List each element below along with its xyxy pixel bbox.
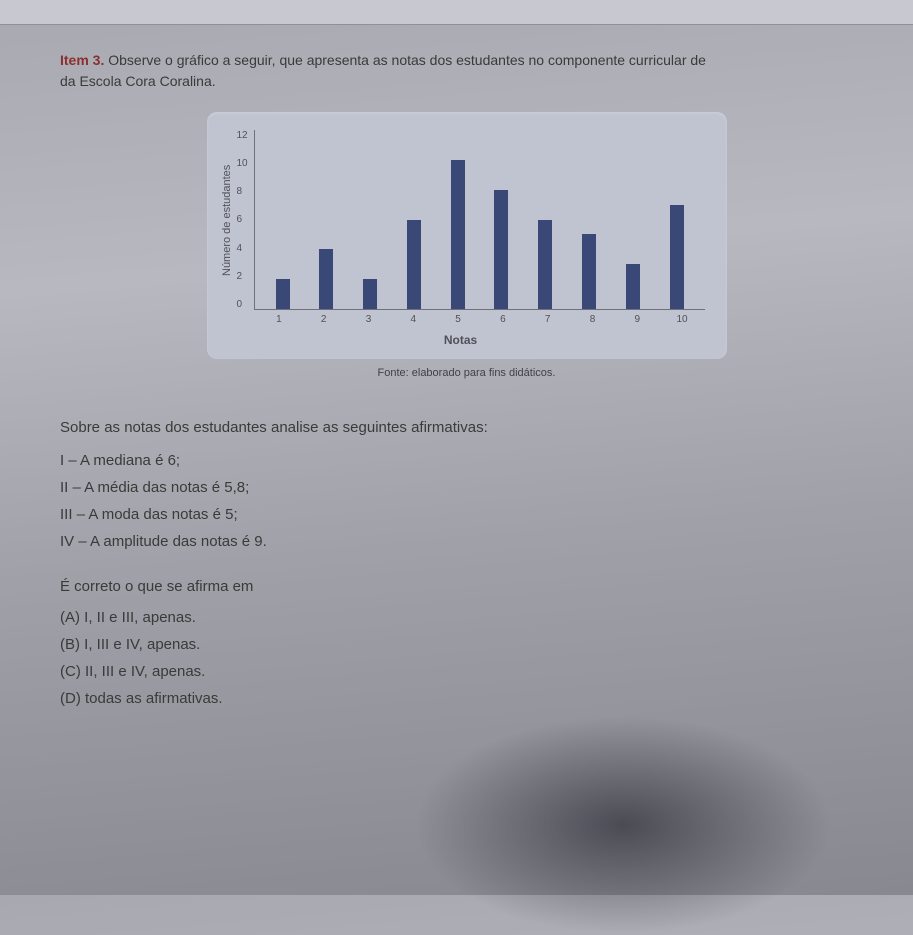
question-text: Sobre as notas dos estudantes analise as… <box>60 419 873 436</box>
x-tick: 4 <box>406 314 420 325</box>
bar <box>276 279 290 309</box>
plot-area <box>254 130 705 310</box>
page-content: Item 3. Observe o gráfico a seguir, que … <box>60 20 873 707</box>
statement-iv: IV – A amplitude das notas é 9. <box>60 533 873 550</box>
bar <box>670 205 684 309</box>
y-tick: 6 <box>237 214 248 225</box>
y-axis-label: Número de estudantes <box>217 130 237 310</box>
statement-i: I – A mediana é 6; <box>60 452 873 469</box>
bar <box>494 190 508 309</box>
bar <box>319 249 333 309</box>
option-d: (D) todas as afirmativas. <box>60 690 873 707</box>
x-tick: 6 <box>496 314 510 325</box>
option-a: (A) I, II e III, apenas. <box>60 609 873 626</box>
option-b: (B) I, III e IV, apenas. <box>60 636 873 653</box>
bars-group <box>255 130 705 309</box>
y-axis-ticks: 12 10 8 6 4 2 0 <box>237 130 254 310</box>
y-tick: 2 <box>237 271 248 282</box>
chart-caption: Fonte: elaborado para fins didáticos. <box>207 367 727 379</box>
options-list: (A) I, II e III, apenas. (B) I, III e IV… <box>60 609 873 707</box>
x-tick: 5 <box>451 314 465 325</box>
x-axis-label: Notas <box>217 333 705 347</box>
x-tick: 1 <box>272 314 286 325</box>
bar <box>363 279 377 309</box>
bar <box>451 160 465 309</box>
x-axis-ticks: 1 2 3 4 5 6 7 8 9 10 <box>217 314 705 325</box>
chart-container: Número de estudantes 121086420 123456789… <box>207 112 727 379</box>
item-text-line1: Observe o gráfico a seguir, que apresent… <box>108 52 706 68</box>
bar <box>538 220 552 310</box>
y-tick: 8 <box>237 186 248 197</box>
item-text-line2: da Escola Cora Coralina. <box>60 73 216 89</box>
bar <box>626 264 640 309</box>
x-tick: 10 <box>675 314 689 325</box>
x-tick: 7 <box>541 314 555 325</box>
item-label: Item 3. <box>60 52 104 68</box>
x-tick: 3 <box>361 314 375 325</box>
statement-iii: III – A moda das notas é 5; <box>60 506 873 523</box>
y-tick: 0 <box>237 299 248 310</box>
bar <box>407 220 421 310</box>
photo-shadow <box>413 715 833 935</box>
statements-list: I – A mediana é 6; II – A média das nota… <box>60 452 873 550</box>
y-tick: 10 <box>237 158 248 169</box>
y-tick: 12 <box>237 130 248 141</box>
option-c: (C) II, III e IV, apenas. <box>60 663 873 680</box>
bar <box>582 234 596 309</box>
y-tick: 4 <box>237 243 248 254</box>
chart-box: Número de estudantes 121086420 123456789… <box>207 112 727 359</box>
answer-prompt: É correto o que se afirma em <box>60 578 873 595</box>
x-tick: 2 <box>317 314 331 325</box>
x-tick: 8 <box>585 314 599 325</box>
statement-ii: II – A média das notas é 5,8; <box>60 479 873 496</box>
item-header: Item 3. Observe o gráfico a seguir, que … <box>60 50 873 92</box>
x-tick: 9 <box>630 314 644 325</box>
